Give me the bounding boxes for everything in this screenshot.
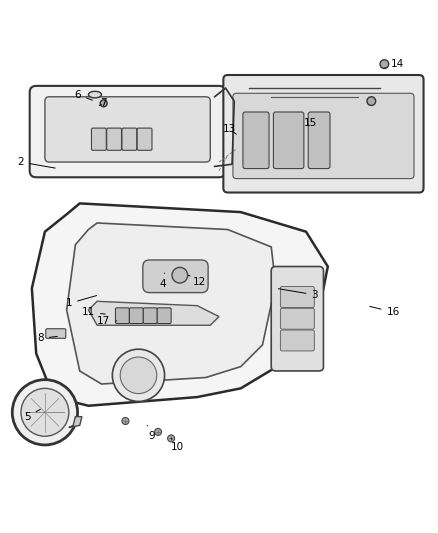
Circle shape [113, 349, 165, 401]
Circle shape [155, 429, 162, 435]
Circle shape [100, 100, 107, 107]
Text: 5: 5 [24, 409, 40, 422]
Polygon shape [69, 417, 82, 427]
FancyBboxPatch shape [116, 308, 129, 324]
FancyBboxPatch shape [280, 330, 314, 351]
FancyBboxPatch shape [271, 266, 323, 371]
FancyBboxPatch shape [157, 308, 171, 324]
Circle shape [12, 379, 78, 445]
Text: 13: 13 [223, 124, 237, 134]
FancyBboxPatch shape [122, 128, 137, 150]
Text: 1: 1 [66, 296, 97, 309]
FancyBboxPatch shape [137, 128, 152, 150]
Text: 16: 16 [370, 306, 400, 317]
Text: 11: 11 [82, 307, 105, 317]
Text: 17: 17 [97, 316, 117, 326]
FancyBboxPatch shape [129, 308, 143, 324]
FancyBboxPatch shape [233, 93, 414, 179]
FancyBboxPatch shape [223, 75, 424, 192]
Circle shape [21, 389, 69, 436]
Text: 14: 14 [385, 59, 404, 69]
FancyBboxPatch shape [45, 97, 210, 162]
Polygon shape [88, 301, 219, 325]
Text: 8: 8 [37, 333, 57, 343]
FancyBboxPatch shape [30, 86, 226, 177]
FancyBboxPatch shape [143, 260, 208, 293]
Circle shape [172, 268, 187, 283]
FancyBboxPatch shape [273, 112, 304, 168]
FancyBboxPatch shape [143, 308, 157, 324]
Polygon shape [67, 223, 276, 384]
Ellipse shape [88, 91, 102, 98]
Text: 6: 6 [74, 90, 92, 100]
Text: 10: 10 [171, 439, 184, 452]
FancyBboxPatch shape [92, 128, 106, 150]
Text: 4: 4 [159, 273, 166, 289]
Text: 12: 12 [188, 275, 206, 287]
Circle shape [122, 417, 129, 424]
Circle shape [120, 357, 157, 393]
Text: 7: 7 [99, 98, 107, 108]
FancyBboxPatch shape [308, 112, 330, 168]
Circle shape [168, 435, 175, 442]
FancyBboxPatch shape [280, 308, 314, 329]
Circle shape [380, 60, 389, 68]
Circle shape [367, 97, 376, 106]
Text: 15: 15 [304, 118, 317, 128]
FancyBboxPatch shape [280, 287, 314, 308]
FancyBboxPatch shape [46, 329, 66, 338]
Text: 3: 3 [278, 289, 318, 300]
FancyBboxPatch shape [107, 128, 121, 150]
Text: 2: 2 [18, 157, 55, 168]
Polygon shape [32, 204, 328, 406]
FancyBboxPatch shape [243, 112, 269, 168]
Text: 9: 9 [147, 425, 155, 441]
